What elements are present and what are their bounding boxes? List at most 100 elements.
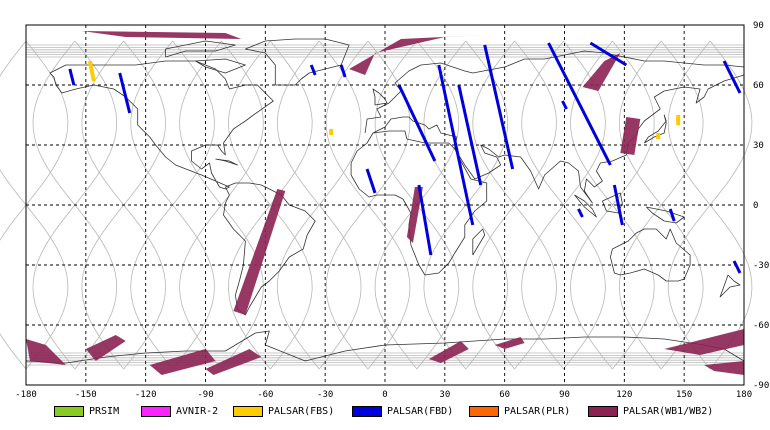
legend-label: PALSAR(FBS) <box>268 405 335 417</box>
map-frame <box>25 24 745 386</box>
coastline <box>372 88 388 106</box>
coastline <box>719 274 741 298</box>
wb-swath <box>81 31 242 39</box>
legend-swatch <box>352 405 382 417</box>
wb-swath <box>349 35 485 75</box>
fbd-swath <box>417 184 433 256</box>
legend-swatch <box>588 405 618 417</box>
fbd-swath <box>547 42 612 166</box>
fbd-swath <box>309 64 317 76</box>
orbit-track <box>228 40 313 370</box>
x-tick-label: -120 <box>135 390 157 400</box>
axis-ticks: -180 -150 -120 -90 -60 -30 0 30 60 90 120 150 180 90 6… <box>15 21 769 400</box>
legend-swatch <box>233 405 263 417</box>
y-tick-label: 0 <box>753 201 758 211</box>
wb-swath <box>494 337 525 349</box>
fbd-swath <box>732 260 742 274</box>
y-tick-label: 90 <box>753 21 764 31</box>
wb-swath <box>85 335 126 361</box>
fbd-swath <box>577 208 584 218</box>
legend-label: PALSAR(FBD) <box>387 405 454 417</box>
coverage-map: -180 -150 -120 -90 -60 -30 0 30 60 90 120 150 180 90 6… <box>0 21 769 400</box>
fbd-swath <box>365 168 377 194</box>
orbit-track <box>179 40 264 370</box>
wb-swath <box>26 339 66 365</box>
fbd-swath <box>722 60 742 94</box>
coastline <box>472 228 486 256</box>
legend-swatch <box>141 405 171 417</box>
fbd-swath <box>457 84 483 186</box>
x-tick-label: -90 <box>197 390 213 400</box>
coastline <box>165 40 236 58</box>
fbd-swath <box>589 41 628 67</box>
legend-item-prsim: PRSIM <box>54 404 119 418</box>
legend-swatch <box>469 405 499 417</box>
x-tick-label: -30 <box>317 390 333 400</box>
legend-item-avnir2: AVNIR-2 <box>141 404 218 418</box>
orbit-track <box>618 40 704 370</box>
y-tick-label: -90 <box>753 381 769 391</box>
x-tick-label: 30 <box>439 390 450 400</box>
legend-label: AVNIR-2 <box>176 405 219 417</box>
wb-swath <box>406 187 423 243</box>
wb-swath <box>205 349 262 375</box>
wb-swath <box>704 361 744 375</box>
coastline <box>49 60 274 190</box>
legend-swatch <box>54 405 84 417</box>
wb-swath <box>428 341 469 363</box>
x-tick-label: 150 <box>676 390 692 400</box>
fbd-swath <box>339 64 347 78</box>
legend-item-palsar-fbd: PALSAR(FBD) <box>352 404 453 418</box>
wb-swath <box>620 117 641 155</box>
x-tick-label: -150 <box>75 390 97 400</box>
legend-item-palsar-wb: PALSAR(WB1/WB2) <box>588 404 713 418</box>
x-tick-label: 180 <box>736 390 752 400</box>
x-tick-label: -180 <box>15 390 37 400</box>
coastline <box>372 74 745 204</box>
legend-label: PRSIM <box>89 405 120 417</box>
x-tick-label: -60 <box>257 390 273 400</box>
coastline <box>195 58 246 74</box>
fbd-swath <box>68 68 76 86</box>
fbd-swath <box>397 84 437 162</box>
wb-swath <box>149 349 216 375</box>
coastline <box>223 182 316 316</box>
y-tick-label: -60 <box>753 321 769 331</box>
wb-swath <box>582 53 621 91</box>
legend-label: PALSAR(PLR) <box>504 405 571 417</box>
fbd-swath <box>668 208 676 222</box>
coastline <box>574 194 597 218</box>
coastline <box>364 50 745 134</box>
coastline <box>643 114 667 144</box>
orbit-track <box>521 40 606 370</box>
coastline <box>215 158 238 166</box>
fbs-swath <box>87 60 96 82</box>
y-tick-label: 30 <box>753 141 764 151</box>
palsar-wb-swaths <box>26 31 744 375</box>
orbit-track <box>276 40 362 370</box>
legend-item-palsar-fbs: PALSAR(FBS) <box>233 404 334 418</box>
y-tick-label: -30 <box>753 261 769 271</box>
coastline <box>610 228 691 282</box>
fbd-swath <box>561 100 568 110</box>
x-tick-label: 0 <box>382 390 387 400</box>
y-tick-label: 60 <box>753 81 764 91</box>
fbd-swath <box>483 44 515 170</box>
coastline <box>25 330 745 364</box>
wb-swath <box>233 189 286 315</box>
fbd-swath <box>437 64 475 226</box>
map-grid <box>26 25 744 385</box>
wb-swath <box>664 329 744 355</box>
palsar-fbs-swaths <box>87 60 681 139</box>
legend-label: PALSAR(WB1/WB2) <box>623 405 714 417</box>
x-tick-label: 120 <box>616 390 632 400</box>
legend: PRSIM AVNIR-2 PALSAR(FBS) PALSAR(FBD) PA… <box>0 400 770 422</box>
fbd-swath <box>118 72 132 114</box>
legend-item-palsar-plr: PALSAR(PLR) <box>469 404 570 418</box>
coastline <box>646 206 685 224</box>
x-tick-label: 60 <box>499 390 510 400</box>
palsar-fbd-swaths <box>68 41 742 274</box>
fbd-swath <box>612 184 624 226</box>
x-tick-label: 90 <box>559 390 570 400</box>
coastline <box>245 38 350 86</box>
